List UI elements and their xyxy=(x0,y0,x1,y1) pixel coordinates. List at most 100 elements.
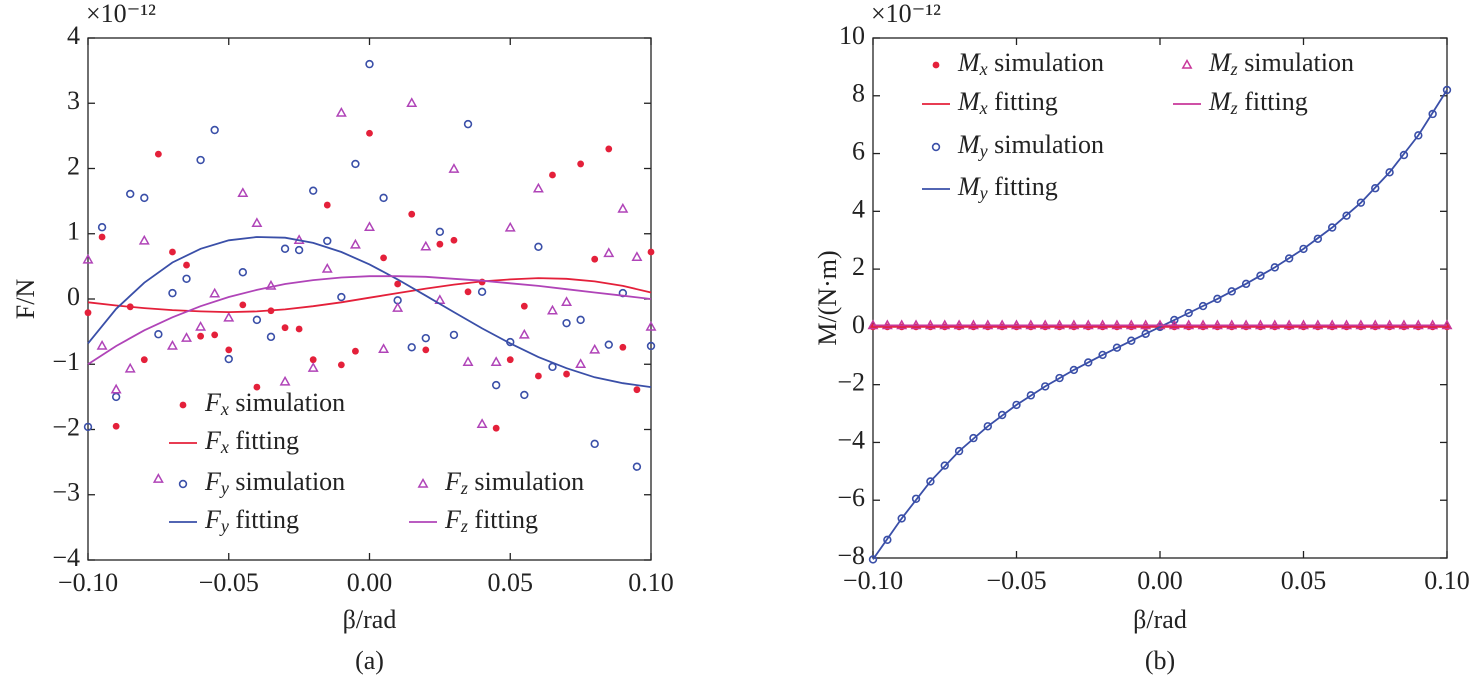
data-point xyxy=(152,473,164,483)
data-point xyxy=(83,422,93,432)
data-point xyxy=(392,302,404,312)
caption: (a) xyxy=(355,646,384,675)
data-point xyxy=(181,332,193,342)
data-point xyxy=(112,422,120,430)
data-point xyxy=(1270,263,1280,272)
data-point xyxy=(253,383,261,391)
multiplier: ×10⁻¹² xyxy=(86,0,156,28)
data-point xyxy=(561,296,573,307)
data-point xyxy=(195,321,207,331)
data-point xyxy=(323,236,332,246)
data-point xyxy=(1241,279,1251,289)
data-point xyxy=(535,372,542,380)
data-point xyxy=(534,242,543,252)
data-point xyxy=(421,333,430,343)
data-point xyxy=(140,193,149,203)
data-point xyxy=(954,446,964,456)
data-point xyxy=(1371,184,1380,193)
data-point xyxy=(589,343,601,354)
y-tick-label: −2 xyxy=(52,412,80,441)
data-point xyxy=(166,339,178,350)
data-point xyxy=(590,439,599,449)
data-point xyxy=(1084,358,1093,367)
legend-label: Fy simulation xyxy=(204,467,345,498)
data-point xyxy=(1184,308,1193,318)
y-tick-label: −4 xyxy=(837,425,865,454)
data-point xyxy=(196,155,205,165)
data-point xyxy=(1055,373,1064,383)
data-point xyxy=(518,328,530,339)
data-point xyxy=(575,358,587,368)
data-point xyxy=(1442,85,1452,95)
data-point xyxy=(138,234,150,245)
data-point xyxy=(281,324,289,332)
x-axis-label: β/rad xyxy=(343,605,397,634)
data-point xyxy=(1170,315,1179,325)
y-tick-label: 4 xyxy=(852,194,865,223)
data-point xyxy=(1327,223,1337,232)
data-point xyxy=(632,462,642,471)
y-tick-label: 10 xyxy=(839,21,865,50)
y-tick-label: 0 xyxy=(67,282,80,311)
data-point xyxy=(406,97,418,107)
data-point xyxy=(321,262,333,273)
data-point xyxy=(1284,254,1294,263)
y-tick-label: −3 xyxy=(52,478,80,507)
data-point xyxy=(868,555,878,564)
x-tick-label: 0.00 xyxy=(347,568,393,597)
data-point xyxy=(546,304,558,315)
data-point xyxy=(124,362,136,373)
data-point xyxy=(82,253,94,264)
data-point xyxy=(110,383,122,394)
data-point xyxy=(492,424,500,432)
data-point xyxy=(1112,343,1122,352)
x-axis-label: β/rad xyxy=(1133,605,1187,634)
data-point xyxy=(504,221,516,232)
data-point xyxy=(450,236,458,244)
data-point xyxy=(631,251,643,261)
x-tick-label: 0.00 xyxy=(1137,566,1183,595)
data-point xyxy=(1127,336,1136,345)
data-point xyxy=(520,302,528,310)
data-point xyxy=(168,288,177,298)
y-tick-label: −2 xyxy=(837,368,865,397)
data-point xyxy=(238,268,248,277)
data-point xyxy=(604,340,613,349)
data-point xyxy=(140,356,148,364)
data-point xyxy=(408,210,416,218)
data-point xyxy=(280,244,290,253)
data-point xyxy=(549,171,556,179)
data-point xyxy=(1040,382,1050,391)
data-point xyxy=(351,159,360,169)
legend-swatch xyxy=(178,479,188,489)
data-point xyxy=(532,182,544,193)
data-point xyxy=(940,461,949,470)
data-point xyxy=(352,347,359,355)
data-point xyxy=(883,535,892,544)
data-point xyxy=(394,280,402,288)
data-point xyxy=(309,356,317,364)
data-point xyxy=(239,301,247,309)
legend-label: Fx fitting xyxy=(204,426,299,457)
data-point xyxy=(1356,198,1366,207)
data-point xyxy=(646,341,656,351)
data-point xyxy=(335,107,347,117)
data-point xyxy=(435,227,445,236)
x-tick-label: 0.05 xyxy=(1281,566,1327,595)
data-point xyxy=(1299,244,1308,254)
data-point xyxy=(647,248,655,256)
legend-label: My simulation xyxy=(957,130,1104,161)
x-tick-label: −0.05 xyxy=(986,566,1046,595)
data-point xyxy=(111,392,121,402)
legend-label: Fz fitting xyxy=(444,505,538,536)
data-point xyxy=(154,150,162,158)
data-point xyxy=(576,315,585,325)
data-point xyxy=(897,514,906,523)
data-point xyxy=(520,390,529,400)
data-point xyxy=(1213,294,1222,304)
data-point xyxy=(183,261,190,269)
data-point xyxy=(211,331,219,339)
legend-label: Fz simulation xyxy=(444,467,584,498)
legend-swatch xyxy=(417,477,429,488)
